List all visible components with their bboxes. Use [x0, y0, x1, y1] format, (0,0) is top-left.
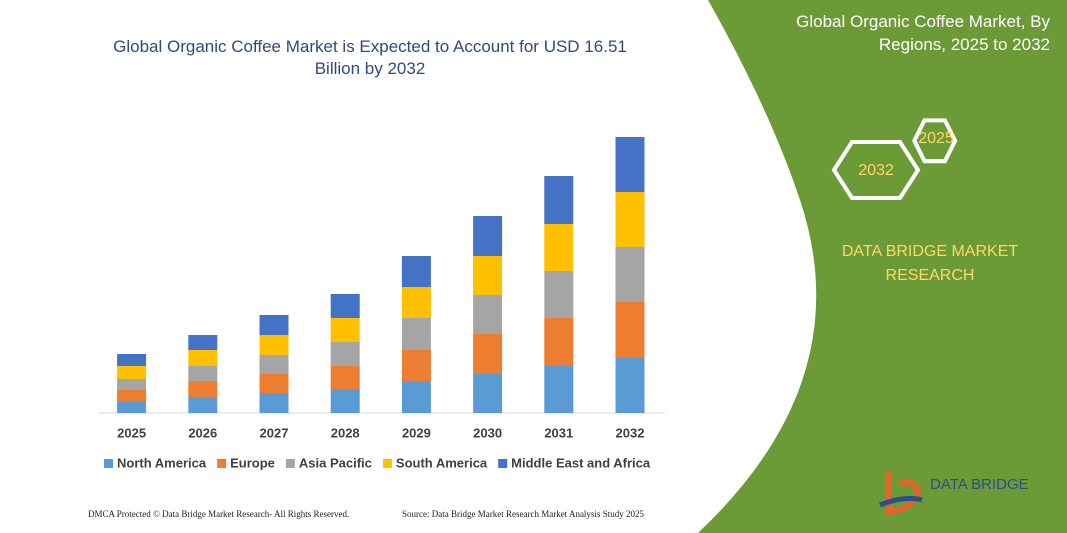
legend-label: South America	[396, 455, 488, 470]
bar-segment	[615, 137, 645, 192]
bar-segment	[188, 366, 218, 381]
bar-segment	[117, 390, 147, 402]
logo-mark	[879, 495, 923, 508]
legend-label: Asia Pacific	[299, 455, 372, 470]
bar-segment	[615, 302, 645, 358]
panel-title: Global Organic Coffee Market, By Regions…	[796, 12, 1050, 54]
logo-mark	[885, 472, 922, 516]
bar-segment	[473, 374, 503, 413]
bar-segment	[259, 393, 289, 413]
x-tick-label: 2032	[616, 425, 645, 440]
bar-segment	[330, 366, 360, 389]
hex-label: 2032	[858, 162, 894, 179]
bar-segment	[188, 335, 218, 350]
bar-segment	[473, 256, 503, 295]
bar-segment	[330, 389, 360, 413]
hexagon	[831, 140, 921, 200]
bar-segment	[188, 350, 218, 366]
hex-label: 2025	[918, 130, 954, 147]
bar-segment	[544, 366, 574, 413]
bar-segment	[615, 358, 645, 413]
bar-segment	[401, 381, 431, 413]
bar-segment	[259, 335, 289, 355]
bar-segment	[401, 287, 431, 318]
x-tick-label: 2029	[402, 425, 431, 440]
x-tick-label: 2026	[188, 425, 217, 440]
bar-segment	[259, 355, 289, 374]
legend-label: North America	[117, 455, 207, 470]
panel-title-box: Global Organic Coffee Market, By Regions…	[796, 12, 1050, 54]
legend-label: Middle East and Africa	[511, 455, 651, 470]
bar-segment	[330, 294, 360, 318]
title-box: Global Organic Coffee Market is Expected…	[113, 37, 627, 78]
legend-swatch	[382, 459, 392, 468]
bar-segment	[117, 366, 147, 379]
bar-segment	[544, 224, 574, 271]
bar-segment	[117, 354, 147, 366]
bar-segment	[473, 295, 503, 334]
x-tick-label: 2031	[544, 425, 573, 440]
hexagon	[912, 118, 958, 164]
bar-segment	[401, 350, 431, 381]
bar-segment	[401, 318, 431, 350]
brand-box: DATA BRIDGE MARKET RESEARCH	[841, 243, 1019, 284]
bar-segment	[473, 216, 503, 256]
legend-swatch	[285, 459, 295, 468]
bar-segment	[401, 256, 431, 287]
bar-segment	[259, 315, 289, 335]
bar-segment	[117, 402, 147, 413]
footer-right: Source: Data Bridge Market Research Mark…	[402, 509, 644, 519]
bar-segment	[330, 318, 360, 342]
bar-segment	[473, 334, 503, 374]
bar-segment	[330, 342, 360, 366]
x-tick-label: 2027	[260, 425, 289, 440]
legend-swatch	[498, 459, 508, 468]
x-tick-label: 2030	[473, 425, 502, 440]
bar-segment	[544, 271, 574, 318]
bar-segment	[544, 318, 574, 366]
x-tick-label: 2025	[117, 425, 146, 440]
bar-segment	[259, 374, 289, 393]
x-tick-label: 2028	[331, 425, 360, 440]
brand-text: DATA BRIDGE MARKET RESEARCH	[841, 243, 1019, 284]
bar-segment	[615, 192, 645, 247]
bar-segment	[188, 381, 218, 397]
legend-label: Europe	[230, 455, 275, 470]
footer-left: DMCA Protected © Data Bridge Market Rese…	[88, 509, 349, 519]
bar-segment	[188, 397, 218, 413]
side-panel	[698, 0, 1067, 533]
legend-swatch	[217, 459, 227, 468]
bar-segment	[117, 379, 147, 390]
bar-segment	[615, 247, 645, 302]
bar-segment	[544, 176, 574, 224]
chart-title: Global Organic Coffee Market is Expected…	[113, 37, 627, 78]
logo-text: DATA BRIDGE	[930, 476, 1029, 493]
legend-swatch	[104, 459, 113, 468]
